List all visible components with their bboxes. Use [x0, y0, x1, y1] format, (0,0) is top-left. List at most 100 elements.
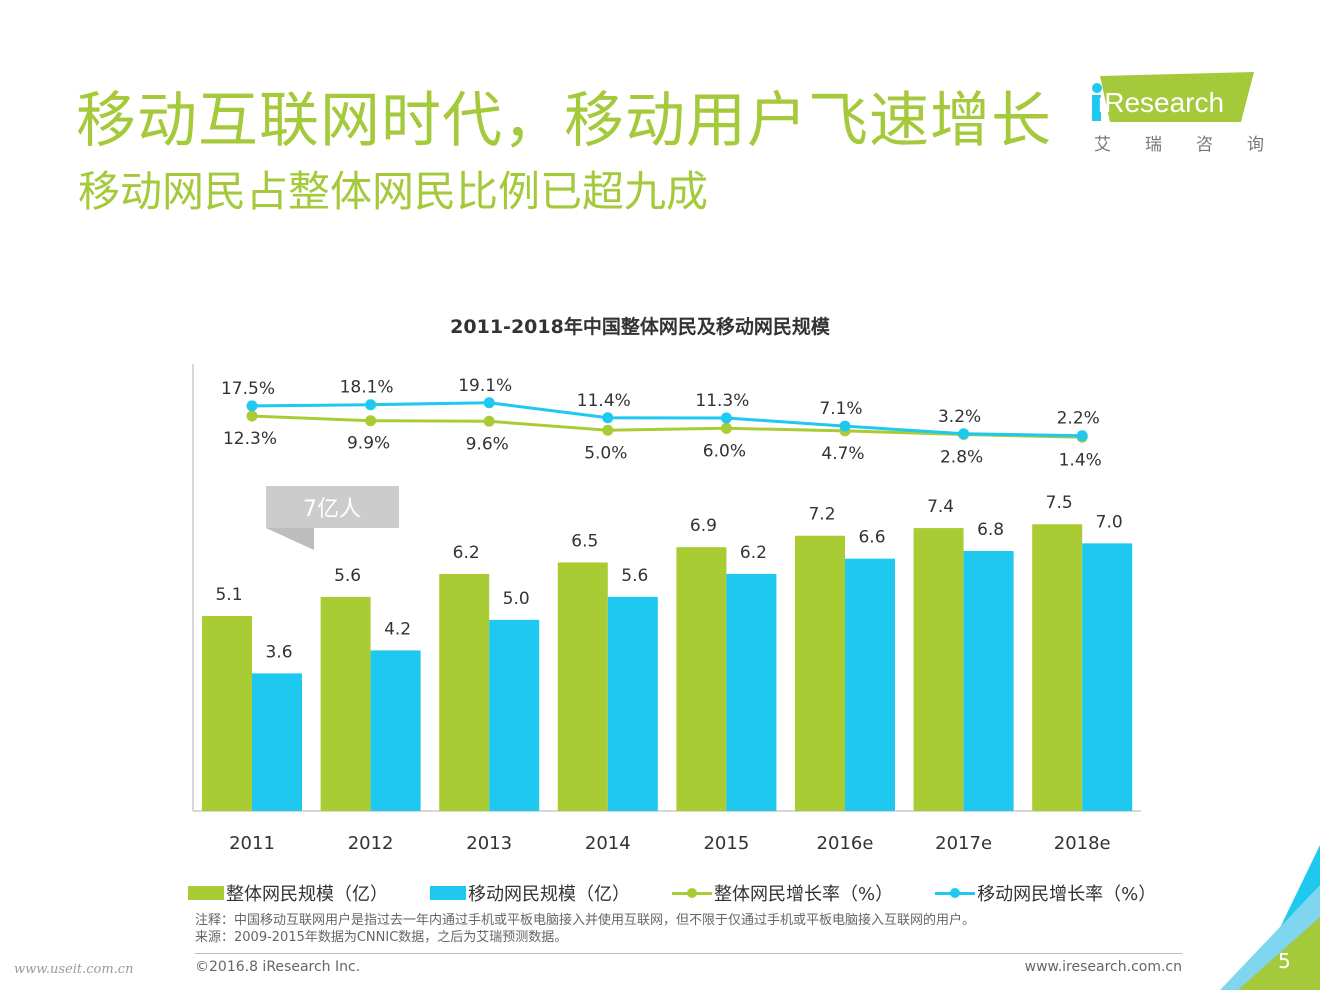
legend-label: 移动网民增长率（%） — [977, 884, 1157, 905]
point-total-growth — [720, 422, 732, 434]
data-label-total-users: 6.5 — [571, 531, 598, 551]
data-label-mobile-users: 7.0 — [1096, 512, 1123, 532]
legend-swatch-bar — [430, 886, 466, 900]
point-total-growth — [246, 410, 258, 422]
data-label-total-users: 5.1 — [215, 585, 242, 605]
data-label-mobile-growth: 18.1% — [340, 378, 394, 398]
data-label-mobile-users: 6.2 — [740, 543, 767, 563]
bar-total-users — [795, 535, 845, 811]
data-label-total-users: 6.9 — [690, 516, 717, 536]
data-label-total-users: 7.5 — [1046, 493, 1073, 513]
data-label-total-users: 7.2 — [808, 505, 835, 525]
data-label-total-growth: 1.4% — [1059, 450, 1102, 470]
bar-total-users — [320, 596, 371, 811]
data-label-mobile-growth: 11.4% — [577, 391, 631, 411]
bar-mobile-users — [1082, 543, 1133, 811]
bar-mobile-users — [963, 551, 1014, 811]
data-label-mobile-users: 6.6 — [858, 528, 885, 548]
website-url: www.iresearch.com.cn — [1024, 959, 1182, 975]
point-mobile-growth — [365, 399, 377, 411]
data-label-mobile-users: 5.0 — [503, 589, 530, 609]
point-mobile-growth — [1076, 430, 1088, 442]
bar-mobile-users — [845, 558, 895, 811]
x-tick-label: 2018e — [1054, 833, 1111, 854]
data-label-total-users: 5.6 — [334, 566, 361, 586]
callout-pointer — [266, 528, 314, 550]
x-tick-label: 2011 — [229, 833, 275, 854]
data-label-total-growth: 9.6% — [466, 434, 509, 454]
legend-swatch-bar — [188, 886, 224, 900]
watermark: www.useit.com.cn — [14, 962, 134, 977]
bar-mobile-users — [607, 596, 658, 811]
legend-swatch-line — [935, 886, 976, 900]
bar-total-users — [557, 562, 608, 811]
source-text: 来源：2009-2015年数据为CNNIC数据，之后为艾瑞预测数据。 — [195, 930, 568, 945]
bar-total-users — [1032, 524, 1083, 811]
bar-mobile-users — [252, 673, 302, 811]
point-mobile-growth — [602, 412, 614, 424]
bar-mobile-users — [489, 619, 540, 811]
page-subtitle: 移动网民占整体网民比例已超九成 — [78, 167, 709, 216]
data-label-total-users: 7.4 — [927, 497, 954, 517]
legend-item-mobile-growth: 移动网民增长率（%） — [935, 880, 1156, 906]
x-tick-label: 2013 — [466, 833, 512, 854]
data-label-mobile-growth: 11.3% — [695, 391, 749, 411]
data-label-mobile-users: 6.8 — [977, 520, 1004, 540]
page-title: 移动互联网时代，移动用户飞速增长 — [76, 86, 1052, 156]
logo-brand-text: iResearch — [1098, 87, 1224, 118]
page-number: 5 — [1278, 949, 1291, 973]
data-label-total-growth: 6.0% — [703, 441, 746, 461]
data-label-total-growth: 5.0% — [584, 443, 627, 463]
point-mobile-growth — [720, 412, 732, 424]
copyright: ©2016.8 iResearch Inc. — [195, 959, 361, 975]
data-label-total-users: 6.2 — [453, 543, 480, 563]
x-tick-label: 2012 — [348, 833, 394, 854]
iresearch-logo: iResearch — [1092, 72, 1254, 122]
x-tick-label: 2015 — [703, 833, 749, 854]
note-text: 注释：中国移动互联网用户是指过去一年内通过手机或平板电脑接入并使用互联网，但不限… — [195, 913, 976, 928]
bar-mobile-users — [726, 573, 777, 811]
point-mobile-growth — [246, 400, 258, 412]
footer-divider — [195, 953, 1182, 954]
legend-label: 移动网民规模（亿） — [468, 884, 630, 905]
x-tick-label: 2016e — [817, 833, 874, 854]
data-label-mobile-growth: 17.5% — [221, 379, 275, 399]
chart-legend: 整体网民规模（亿） 移动网民规模（亿） 整体网民增长率（%） 移动网民增长率（%… — [188, 880, 1198, 906]
data-label-mobile-users: 3.6 — [265, 642, 292, 662]
data-label-mobile-growth: 3.2% — [938, 407, 981, 427]
point-mobile-growth — [839, 420, 851, 432]
logo-char: 瑞 — [1145, 135, 1162, 155]
data-label-mobile-growth: 7.1% — [819, 399, 862, 419]
point-mobile-growth — [483, 397, 495, 409]
x-tick-label: 2014 — [585, 833, 631, 854]
legend-label: 整体网民规模（亿） — [226, 884, 388, 905]
point-total-growth — [483, 415, 495, 427]
bar-mobile-users — [370, 650, 421, 811]
legend-item-mobile-users: 移动网民规模（亿） — [430, 880, 630, 906]
data-label-total-growth: 9.9% — [347, 434, 390, 454]
callout-box — [266, 486, 399, 528]
data-label-mobile-users: 5.6 — [621, 566, 648, 586]
data-label-mobile-growth: 2.2% — [1057, 409, 1100, 429]
point-total-growth — [602, 424, 614, 436]
legend-item-total-growth: 整体网民增长率（%） — [672, 880, 893, 906]
data-label-mobile-growth: 19.1% — [458, 376, 512, 396]
bar-total-users — [202, 616, 252, 811]
point-total-growth — [365, 415, 377, 427]
point-mobile-growth — [958, 428, 970, 440]
chart-notes: 注释：中国移动互联网用户是指过去一年内通过手机或平板电脑接入并使用互联网，但不限… — [195, 912, 975, 946]
callout-label: 7亿人 — [303, 497, 361, 522]
x-tick-label: 2017e — [935, 833, 992, 854]
legend-item-total-users: 整体网民规模（亿） — [188, 880, 388, 906]
corner-decoration — [1220, 845, 1320, 990]
bar-total-users — [439, 573, 490, 811]
legend-label: 整体网民增长率（%） — [714, 884, 894, 905]
data-label-total-growth: 12.3% — [223, 429, 277, 449]
logo-char: 咨 — [1196, 135, 1213, 155]
logo-char: 艾 — [1094, 135, 1111, 155]
bar-total-users — [913, 528, 964, 811]
line-mobile-growth — [251, 401, 1083, 438]
data-label-mobile-users: 4.2 — [384, 619, 411, 639]
data-label-total-growth: 2.8% — [940, 448, 983, 468]
